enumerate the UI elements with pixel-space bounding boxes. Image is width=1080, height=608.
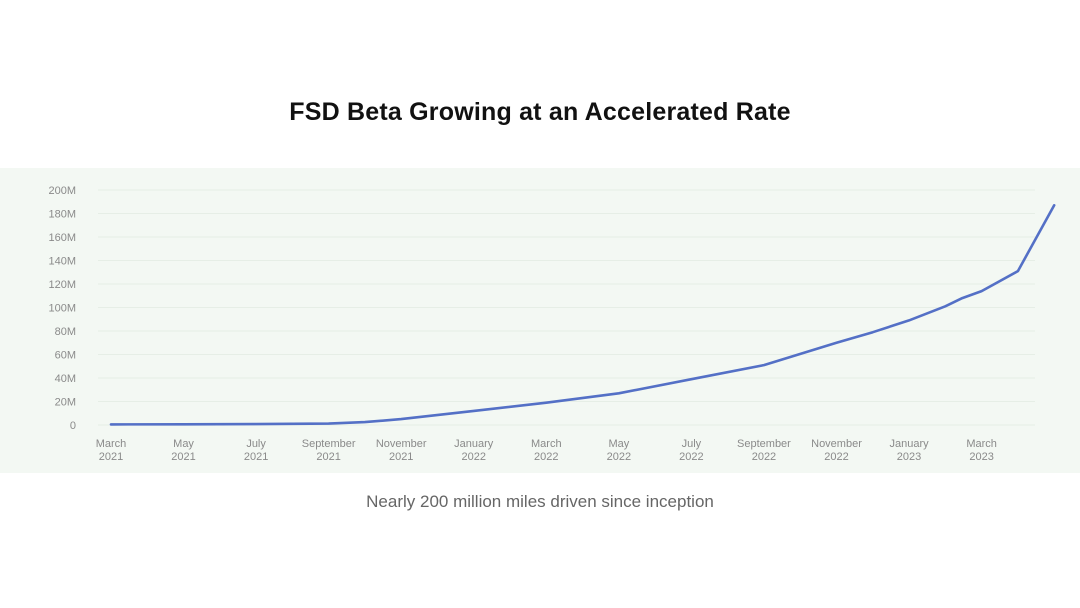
x-tick-label: September 2021 [302,438,356,463]
y-tick-label: 180M [48,209,76,221]
x-tick-label: March 2022 [531,438,562,463]
x-axis-ticks: March 2021 May 2021 July 2021 September 2021 Nov… [96,438,997,463]
chart-panel: 0 20M 40M 60M 80M 100M 120M 140M 160M 180M 200M Ma… [0,168,1080,473]
y-tick-label: 40M [55,373,76,385]
x-tick-label: May 2021 [171,438,195,463]
x-tick-label: July 2021 [244,438,268,463]
series-line-group [109,203,1056,426]
y-tick-label: 60M [55,350,76,362]
y-axis-ticks: 0 20M 40M 60M 80M 100M 120M 140M 160M 180M 200M [48,185,76,432]
x-tick-label: March 2023 [966,438,997,463]
y-tick-label: 200M [48,185,76,197]
x-tick-label: March 2021 [96,438,127,463]
y-tick-label: 80M [55,326,76,338]
y-tick-label: 0 [70,420,76,432]
slide-title: FSD Beta Growing at an Accelerated Rate [289,98,791,126]
slide-caption: Nearly 200 million miles driven since in… [366,492,714,511]
x-tick-label: January 2023 [889,438,929,463]
y-tick-label: 160M [48,232,76,244]
line-chart: 0 20M 40M 60M 80M 100M 120M 140M 160M 180M 200M Ma… [48,185,1056,463]
series-line [109,203,1056,426]
x-tick-label: July 2022 [679,438,703,463]
y-tick-label: 140M [48,256,76,268]
y-tick-label: 120M [48,279,76,291]
x-tick-label: May 2022 [607,438,631,463]
x-tick-label: January 2022 [454,438,494,463]
grid-lines [98,189,1035,426]
y-tick-label: 20M [55,397,76,409]
x-tick-label: November 2022 [811,438,862,463]
x-tick-label: September 2022 [737,438,791,463]
y-tick-label: 100M [48,303,76,315]
x-tick-label: November 2021 [376,438,427,463]
